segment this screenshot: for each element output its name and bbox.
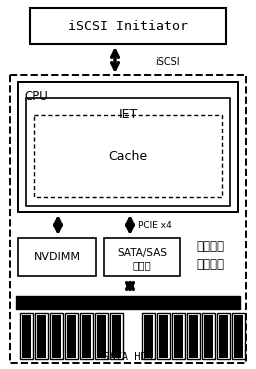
Bar: [142, 313, 155, 359]
Bar: [82, 315, 91, 358]
Bar: [95, 313, 108, 359]
Bar: [18, 238, 96, 276]
Text: 控制器: 控制器: [133, 260, 151, 270]
Text: NVDIMM: NVDIMM: [34, 252, 80, 262]
Bar: [65, 313, 78, 359]
Bar: [174, 315, 183, 358]
Bar: [232, 313, 245, 359]
Bar: [217, 313, 230, 359]
Text: iSCSI: iSCSI: [155, 57, 180, 67]
Bar: [219, 315, 228, 358]
Bar: [67, 315, 76, 358]
Text: IET: IET: [118, 108, 138, 121]
Bar: [159, 315, 168, 358]
Bar: [20, 313, 33, 359]
Text: CPU: CPU: [24, 90, 48, 103]
Text: iSCSI Initiator: iSCSI Initiator: [68, 20, 188, 32]
Bar: [234, 315, 243, 358]
Bar: [16, 296, 240, 309]
Bar: [22, 315, 31, 358]
Bar: [112, 315, 121, 358]
Bar: [80, 313, 93, 359]
Bar: [104, 238, 180, 276]
Bar: [35, 313, 48, 359]
Bar: [10, 75, 246, 363]
Bar: [157, 313, 170, 359]
Bar: [52, 315, 61, 358]
Bar: [30, 8, 226, 44]
Bar: [97, 315, 106, 358]
Bar: [110, 313, 123, 359]
Bar: [144, 315, 153, 358]
Text: SATA/SAS: SATA/SAS: [117, 248, 167, 258]
Bar: [34, 115, 222, 197]
Text: Cache: Cache: [109, 149, 147, 162]
Bar: [26, 98, 230, 206]
Text: 单控制器
存储平台: 单控制器 存储平台: [196, 241, 224, 272]
Text: PCIE x4: PCIE x4: [138, 221, 172, 231]
Bar: [18, 82, 238, 212]
Bar: [189, 315, 198, 358]
Bar: [37, 315, 46, 358]
Bar: [50, 313, 63, 359]
Bar: [204, 315, 213, 358]
Bar: [172, 313, 185, 359]
Text: SATA HDD: SATA HDD: [103, 352, 153, 362]
Bar: [202, 313, 215, 359]
Bar: [187, 313, 200, 359]
